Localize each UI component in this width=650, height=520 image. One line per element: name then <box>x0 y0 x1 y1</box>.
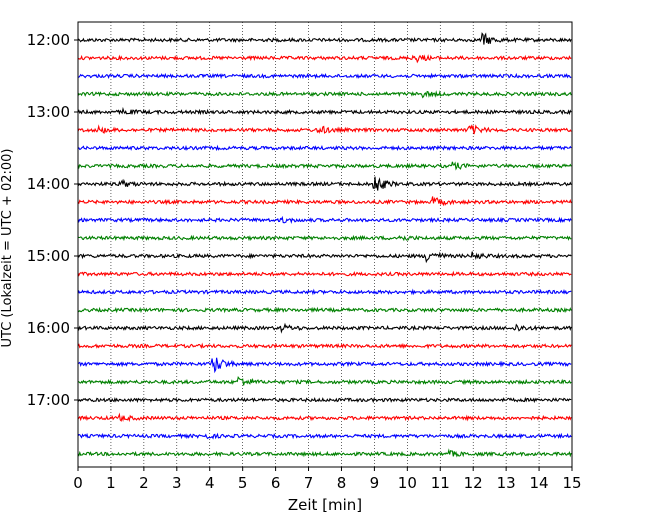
y-axis-label: UTC (Lokalzeit = UTC + 02:00) <box>0 149 15 348</box>
trace-line <box>77 448 572 458</box>
x-tick-label: 11 <box>431 474 450 492</box>
trace-line <box>77 161 572 171</box>
trace-line <box>77 54 572 64</box>
trace-line <box>77 251 572 264</box>
x-tick-label: 15 <box>562 474 581 492</box>
x-gridlines <box>110 22 540 467</box>
trace-line <box>77 215 572 224</box>
x-axis-ticks: 0 1 2 3 4 5 6 7 8 9 10 11 12 13 14 15 <box>73 467 582 492</box>
trace-line <box>77 357 572 374</box>
trace-line <box>77 124 572 135</box>
trace-line <box>77 196 572 207</box>
x-tick-label: 9 <box>370 474 380 492</box>
trace-line <box>77 32 572 45</box>
trace-line <box>77 288 572 296</box>
x-tick-label: 14 <box>530 474 549 492</box>
x-tick-label: 10 <box>398 474 417 492</box>
trace-line <box>77 234 572 242</box>
x-tick-label: 12 <box>464 474 483 492</box>
x-tick-label: 4 <box>205 474 215 492</box>
x-tick-label: 7 <box>304 474 314 492</box>
y-axis-ticks: 12:00 13:00 14:00 15:00 16:00 17:00 <box>27 31 78 409</box>
y-tick-label: 14:00 <box>27 175 70 193</box>
y-tick-label: 13:00 <box>27 103 70 121</box>
x-tick-label: 2 <box>139 474 149 492</box>
x-axis-label: Zeit [min] <box>288 496 362 514</box>
x-tick-label: 13 <box>497 474 516 492</box>
trace-line <box>77 322 572 334</box>
trace-line <box>77 375 572 386</box>
trace-line <box>77 306 572 314</box>
trace-line <box>77 342 572 350</box>
y-tick-label: 17:00 <box>27 391 70 409</box>
x-tick-label: 6 <box>271 474 281 492</box>
trace-line <box>77 90 572 99</box>
x-tick-label: 8 <box>337 474 347 492</box>
trace-line <box>77 412 572 423</box>
trace-line <box>77 144 572 152</box>
trace-line <box>77 270 572 278</box>
x-tick-label: 0 <box>73 474 83 492</box>
y-tick-label: 16:00 <box>27 319 70 337</box>
trace-line <box>77 106 572 116</box>
seismic-traces <box>77 32 572 458</box>
x-tick-label: 1 <box>106 474 116 492</box>
x-tick-label: 3 <box>172 474 182 492</box>
trace-line <box>77 432 572 440</box>
y-tick-label: 12:00 <box>27 31 70 49</box>
trace-line <box>77 396 572 404</box>
y-tick-label: 15:00 <box>27 247 70 265</box>
x-tick-label: 5 <box>238 474 248 492</box>
trace-line <box>77 72 572 80</box>
trace-line <box>77 176 572 191</box>
plot-frame <box>77 21 573 468</box>
